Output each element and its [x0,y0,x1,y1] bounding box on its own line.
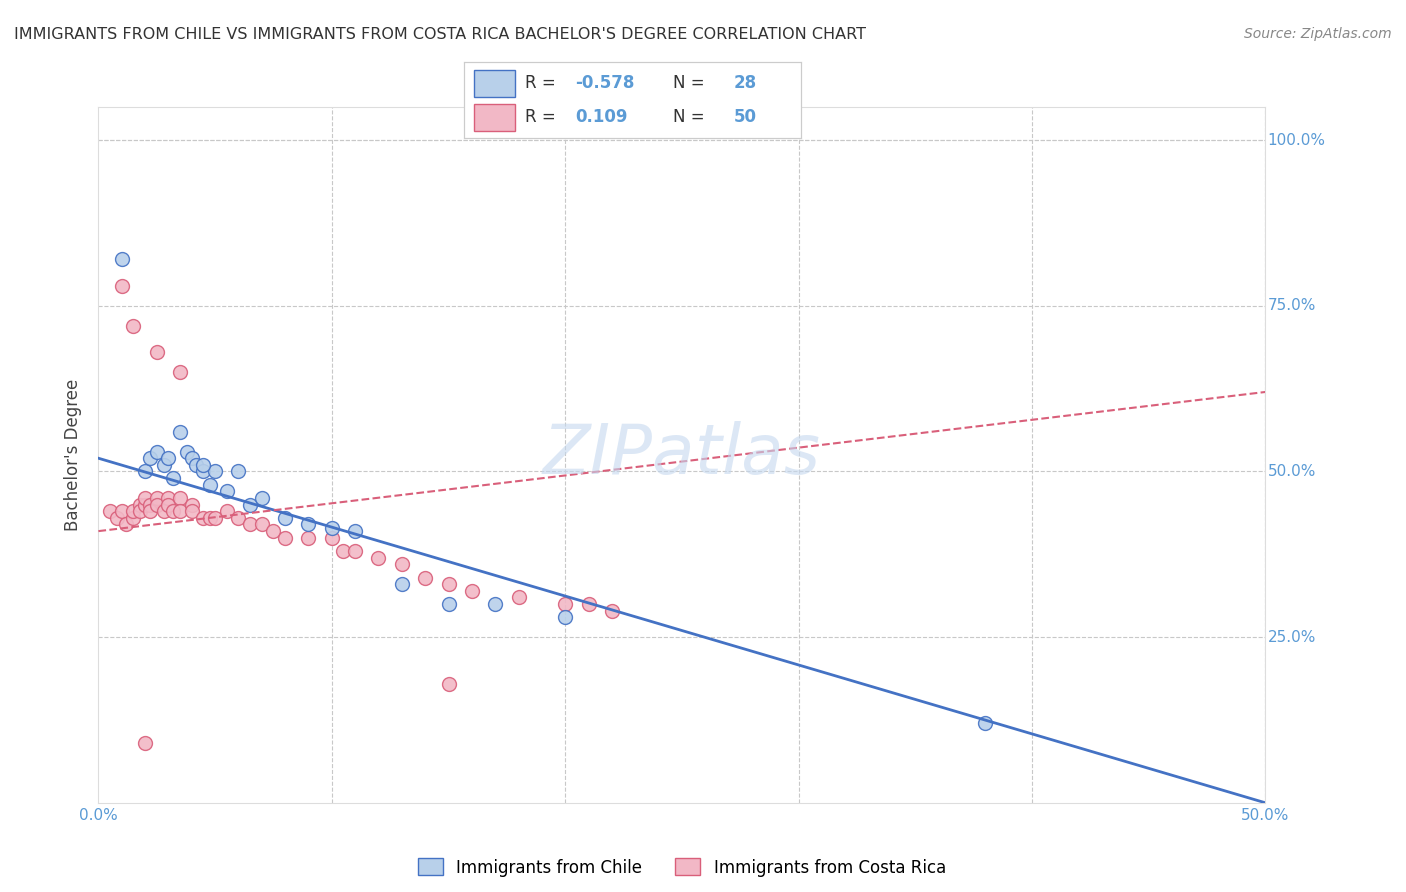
Point [297,531,319,545]
Text: 50: 50 [734,108,756,126]
Point [186,458,208,472]
Point [176,444,198,458]
Text: R =: R = [524,74,555,92]
Text: R =: R = [524,108,555,126]
Point [274,531,297,545]
Text: IMMIGRANTS FROM CHILE VS IMMIGRANTS FROM COSTA RICA BACHELOR'S DEGREE CORRELATIO: IMMIGRANTS FROM CHILE VS IMMIGRANTS FROM… [14,27,866,42]
Text: Source: ZipAtlas.com: Source: ZipAtlas.com [1244,27,1392,41]
Point [461,583,484,598]
Text: 50.0%: 50.0% [1268,464,1316,479]
Point [193,458,215,472]
Point [98,504,121,518]
Point [239,498,262,512]
Point [134,465,156,479]
Point [169,425,191,439]
Point [204,465,226,479]
Point [134,736,156,750]
Point [204,511,226,525]
Point [262,524,284,538]
Point [157,451,180,466]
Point [139,451,162,466]
Point [413,570,436,584]
Point [200,477,222,491]
Point [250,491,273,505]
Point [974,716,997,731]
Text: ZIPatlas: ZIPatlas [543,421,821,489]
Point [169,491,191,505]
Point [193,511,215,525]
Point [115,517,138,532]
Point [122,504,145,518]
Point [129,504,152,518]
Point [180,498,202,512]
Point [367,550,389,565]
Point [122,318,145,333]
Point [437,577,460,591]
Point [162,471,184,485]
Point [146,498,169,512]
Text: 25.0%: 25.0% [1268,630,1316,645]
Text: N =: N = [673,108,704,126]
Text: N =: N = [673,74,704,92]
Text: -0.578: -0.578 [575,74,634,92]
Point [332,544,354,558]
Point [193,465,215,479]
Point [162,504,184,518]
Point [129,498,152,512]
Point [239,517,262,532]
Point [228,465,250,479]
Point [105,511,128,525]
Point [152,504,174,518]
Legend: Immigrants from Chile, Immigrants from Costa Rica: Immigrants from Chile, Immigrants from C… [409,850,955,885]
Point [146,345,169,359]
Point [437,676,460,690]
Point [169,365,191,379]
Point [484,597,506,611]
Point [344,544,367,558]
Point [122,511,145,525]
FancyBboxPatch shape [474,104,515,130]
Point [134,491,156,505]
Point [274,511,297,525]
Y-axis label: Bachelor's Degree: Bachelor's Degree [65,379,83,531]
Point [554,597,576,611]
Text: 100.0%: 100.0% [1268,133,1326,148]
Point [134,498,156,512]
Point [146,491,169,505]
Point [321,521,343,535]
Point [180,451,202,466]
Point [157,491,180,505]
Point [297,517,319,532]
Text: 0.109: 0.109 [575,108,628,126]
Point [111,252,134,267]
Point [215,484,238,499]
Point [169,504,191,518]
Point [146,444,169,458]
Point [152,458,174,472]
Point [111,279,134,293]
Point [578,597,600,611]
Point [250,517,273,532]
Point [157,498,180,512]
Point [344,524,367,538]
Point [391,558,413,572]
Point [321,531,343,545]
Point [554,610,576,624]
FancyBboxPatch shape [474,70,515,96]
Point [600,604,623,618]
Point [437,597,460,611]
Point [215,504,238,518]
Point [228,511,250,525]
Point [139,504,162,518]
Point [391,577,413,591]
Text: 75.0%: 75.0% [1268,298,1316,313]
Point [508,591,530,605]
Point [200,511,222,525]
Point [139,498,162,512]
Text: 28: 28 [734,74,756,92]
Point [180,504,202,518]
Point [111,504,134,518]
